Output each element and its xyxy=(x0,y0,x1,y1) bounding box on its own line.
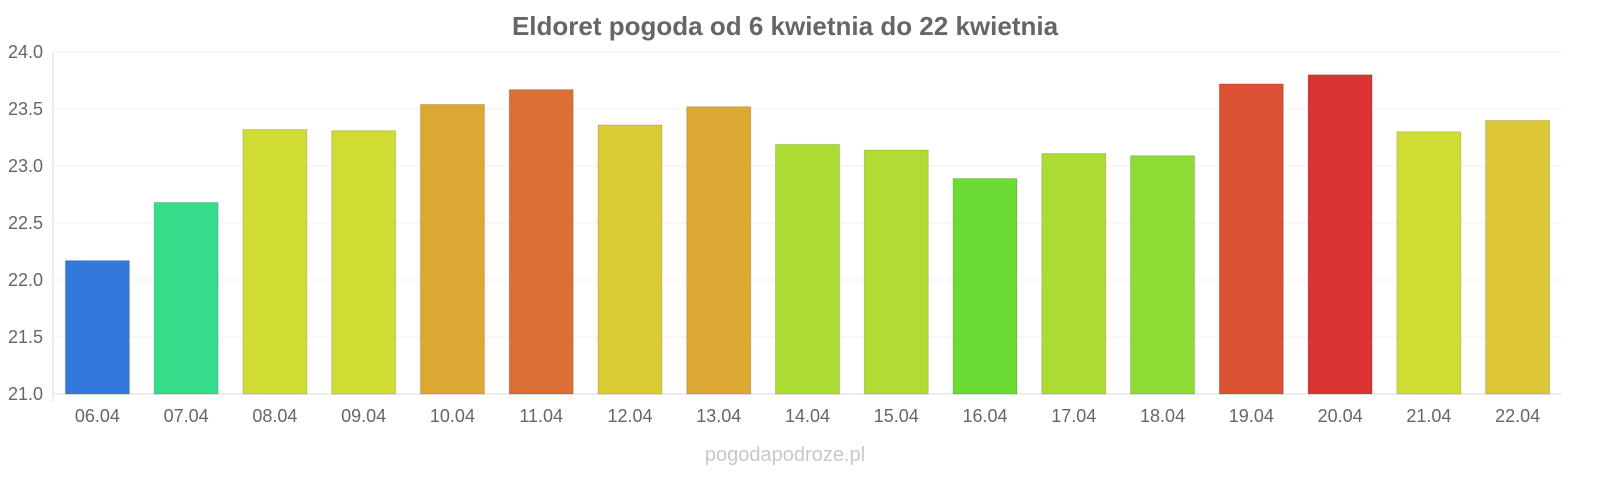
x-tick-label: 17.04 xyxy=(1051,406,1096,426)
y-tick-label: 22.5 xyxy=(8,213,43,233)
x-tick-label: 20.04 xyxy=(1318,406,1363,426)
y-tick-label: 23.0 xyxy=(8,156,43,176)
bar-21.04[interactable] xyxy=(1396,131,1462,395)
x-tick-label: 08.04 xyxy=(252,406,297,426)
bar-15.04[interactable] xyxy=(863,149,929,395)
bar-18.04[interactable] xyxy=(1130,155,1196,395)
x-tick-label: 13.04 xyxy=(696,406,741,426)
y-tick-label: 22.0 xyxy=(8,270,43,290)
x-tick-label: 09.04 xyxy=(341,406,386,426)
bar-07.04[interactable] xyxy=(153,201,219,395)
x-tick-label: 11.04 xyxy=(519,406,563,426)
bar-20.04[interactable] xyxy=(1307,74,1373,395)
x-tick-label: 15.04 xyxy=(874,406,919,426)
y-tick-label: 23.5 xyxy=(8,99,43,119)
x-tick-label: 10.04 xyxy=(430,406,475,426)
bar-17.04[interactable] xyxy=(1041,152,1107,395)
x-tick-label: 19.04 xyxy=(1229,406,1274,426)
x-tick-label: 12.04 xyxy=(607,406,652,426)
watermark: pogodapodroze.pl xyxy=(705,444,865,466)
y-tick-label: 21.5 xyxy=(8,327,43,347)
bar-22.04[interactable] xyxy=(1485,119,1551,395)
bar-19.04[interactable] xyxy=(1218,83,1284,395)
x-tick-label: 22.04 xyxy=(1495,406,1540,426)
bar-13.04[interactable] xyxy=(686,106,752,395)
x-tick-label: 16.04 xyxy=(963,406,1008,426)
bar-12.04[interactable] xyxy=(597,124,663,395)
x-tick-label: 18.04 xyxy=(1140,406,1185,426)
x-tick-label: 14.04 xyxy=(785,406,830,426)
y-tick-label: 24.0 xyxy=(8,42,43,62)
y-tick-label: 21.0 xyxy=(8,384,43,404)
bar-11.04[interactable] xyxy=(508,89,574,395)
x-tick-label: 06.04 xyxy=(75,406,120,426)
bar-10.04[interactable] xyxy=(419,103,485,395)
bar-14.04[interactable] xyxy=(775,143,840,395)
bar-06.04[interactable] xyxy=(64,260,130,395)
x-tick-label: 07.04 xyxy=(164,406,209,426)
bar-08.04[interactable] xyxy=(242,129,308,395)
bar-16.04[interactable] xyxy=(952,178,1018,395)
x-tick-label: 21.04 xyxy=(1406,406,1451,426)
bar-09.04[interactable] xyxy=(331,130,397,395)
chart-title: Eldoret pogoda od 6 kwietnia do 22 kwiet… xyxy=(512,11,1059,41)
